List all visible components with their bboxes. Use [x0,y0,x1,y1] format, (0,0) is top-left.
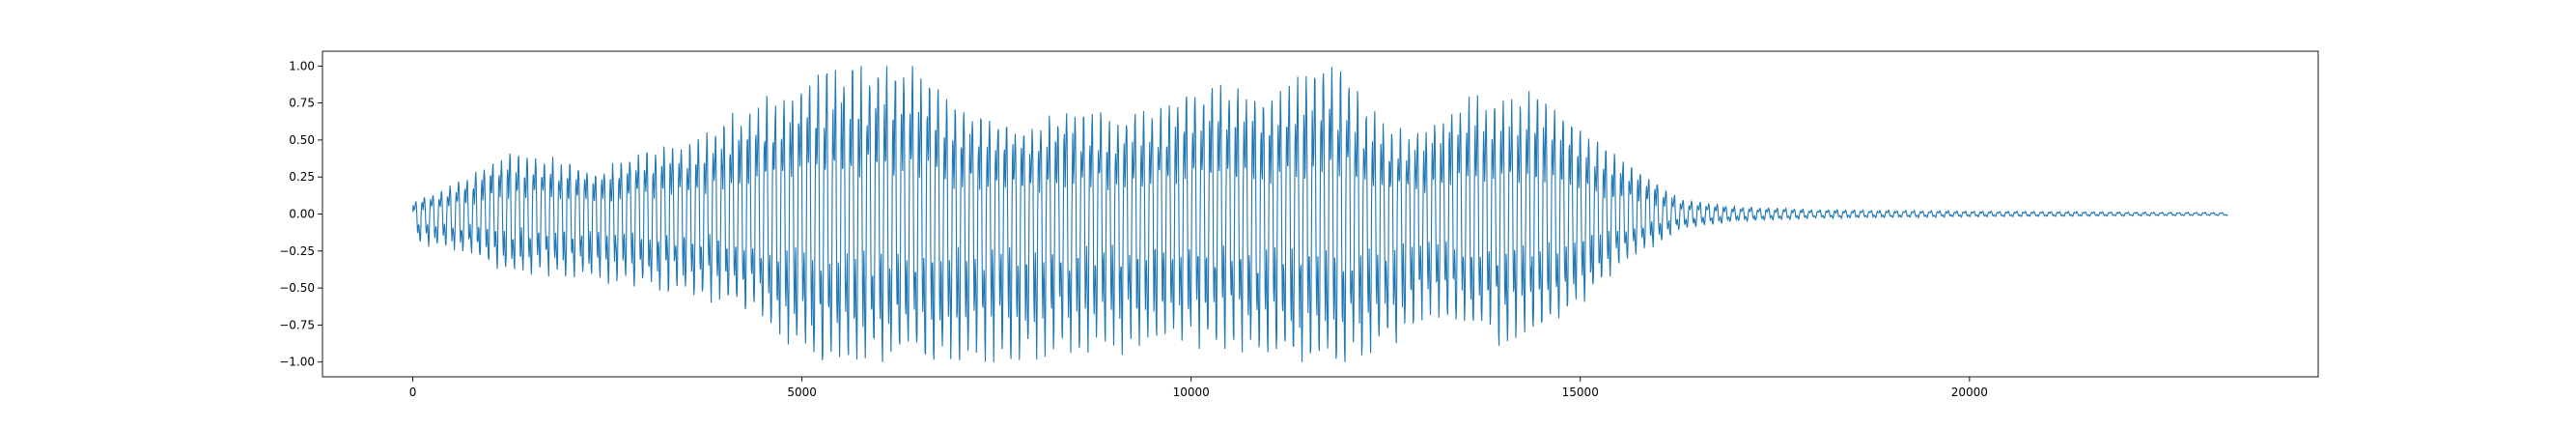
y-tick-label: 0.25 [289,170,315,184]
waveform-series-line [411,66,2228,362]
x-tick-label: 15000 [1562,386,1599,399]
y-tick-label: 0.75 [289,97,315,110]
plot-area [411,66,2228,362]
y-tick-label: 0.00 [289,208,315,221]
x-tick-label: 5000 [787,386,817,399]
y-tick-label: 0.50 [289,133,315,147]
x-axis: 0 5000 10000 15000 20000 [409,377,1988,399]
y-axis: 1.00 0.75 0.50 0.25 0.00 −0.25 −0.50 −0.75 −1.00 [279,59,322,369]
y-tick-label: −1.00 [279,356,315,369]
y-tick-label: −0.25 [279,244,315,258]
y-tick-label: −0.50 [279,281,315,295]
x-tick-label: 20000 [1951,386,1988,399]
x-tick-label: 0 [409,386,417,399]
y-tick-label: 1.00 [289,59,315,72]
x-tick-label: 10000 [1173,386,1210,399]
y-tick-label: −0.75 [279,318,315,331]
